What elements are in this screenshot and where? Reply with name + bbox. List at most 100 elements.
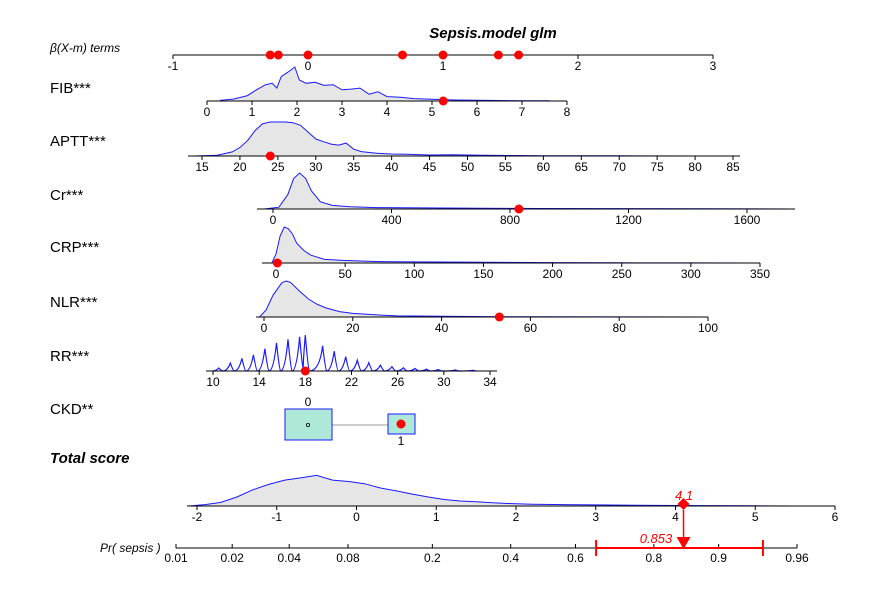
nlr-density-curve [258,280,700,318]
chart-title: Sepsis.model glm [429,25,557,42]
cr-tick-label: 0 [270,213,277,227]
probability-tick-label: 0.08 [336,551,360,565]
total-score-marker [677,498,690,510]
nlr-value-point [494,312,504,322]
crp-tick-label: 50 [338,267,352,281]
total-score-tick-label: -2 [192,510,203,524]
fib-tick-label: 3 [339,105,346,119]
beta-axis-label: β(X-m) terms [49,41,120,55]
aptt-tick-label: 85 [726,160,740,174]
beta-tick-label: 1 [440,59,447,73]
beta-term-point [398,50,407,60]
fib-density-curve [220,66,550,102]
aptt-tick-label: 80 [688,160,702,174]
ckd-value-point [396,419,406,429]
rr-tick-label: 14 [252,375,266,389]
beta-term-point [514,50,524,60]
beta-tick-label: 2 [575,59,582,73]
probability-tick-label: 0.01 [164,551,188,565]
fib-label: FIB*** [50,80,91,97]
rr-value-point [300,366,310,376]
cr-value-point [514,204,524,214]
crp-tick-label: 300 [681,267,701,281]
fib-tick-label: 8 [564,105,571,119]
total-score-tick-label: 3 [592,510,599,524]
total-score-tick-label: 4 [672,510,679,524]
probability-tick-label: 0.04 [278,551,302,565]
total-score-tick-label: 1 [433,510,440,524]
total-score-value-label: 4.1 [675,488,693,503]
nlr-tick-label: 20 [346,321,360,335]
crp-tick-label: 0 [273,267,280,281]
total-score-tick-label: 2 [513,510,520,524]
nlr-tick-label: 0 [261,321,268,335]
beta-tick-label: 0 [305,59,312,73]
crp-tick-label: 100 [404,267,424,281]
total-score-density-curve [188,474,796,507]
rr-label: RR*** [50,348,89,365]
crp-label: CRP*** [50,239,99,256]
total-score-tick-label: 6 [832,510,839,524]
probability-tick-label: 0.4 [502,551,519,565]
nlr-tick-label: 80 [613,321,627,335]
aptt-tick-label: 65 [575,160,589,174]
probability-marker [676,537,691,549]
ckd-box-0 [284,408,333,441]
aptt-tick-label: 40 [385,160,399,174]
total-score-tick-label: 5 [752,510,759,524]
beta-tick-label: 3 [710,59,717,73]
fib-tick-label: 4 [384,105,391,119]
rr-density-curve [212,334,477,372]
beta-term-point [493,50,503,60]
cr-label: Cr*** [50,187,84,204]
ckd-category-0: 0 [305,395,312,409]
aptt-tick-label: 70 [613,160,627,174]
nlr-label: NLR*** [50,294,98,311]
fib-tick-label: 2 [294,105,301,119]
fib-tick-label: 1 [249,105,256,119]
aptt-tick-label: 25 [271,160,285,174]
fib-tick-label: 6 [474,105,481,119]
beta-term-point [438,50,448,60]
fib-tick-label: 0 [204,105,211,119]
nlr-tick-label: 40 [435,321,449,335]
probability-tick-label: 0.2 [424,551,441,565]
beta-term-point [273,50,283,60]
aptt-tick-label: 15 [195,160,209,174]
aptt-tick-label: 55 [499,160,513,174]
cr-tick-label: 800 [500,213,520,227]
cr-tick-label: 1600 [734,213,761,227]
aptt-tick-label: 50 [461,160,475,174]
probability-tick-label: 0.6 [567,551,584,565]
fib-tick-label: 7 [519,105,526,119]
ckd-label: CKD** [50,401,94,418]
rr-tick-label: 34 [483,375,497,389]
aptt-tick-label: 75 [650,160,664,174]
cr-tick-label: 1200 [615,213,642,227]
crp-tick-label: 150 [473,267,493,281]
total-score-tick-label: -1 [271,510,282,524]
aptt-label: APTT*** [50,133,106,150]
crp-tick-label: 200 [543,267,563,281]
crp-density-curve [271,226,747,264]
aptt-value-point [265,151,275,161]
probability-tick-label: 0.8 [646,551,663,565]
rr-tick-label: 18 [299,375,313,389]
probability-tick-label: 0.02 [221,551,245,565]
nlr-tick-label: 100 [698,321,718,335]
beta-term-point [303,50,313,60]
cr-tick-label: 400 [381,213,401,227]
total-score-tick-label: 0 [353,510,360,524]
aptt-tick-label: 30 [309,160,323,174]
probability-tick-label: 0.96 [785,551,809,565]
aptt-density-curve [194,121,696,157]
fib-value-point [438,96,448,106]
cr-density-curve [264,172,792,210]
fib-tick-label: 5 [429,105,436,119]
aptt-tick-label: 45 [423,160,437,174]
nlr-tick-label: 60 [524,321,538,335]
beta-tick-label: -1 [168,59,179,73]
rr-tick-label: 22 [345,375,359,389]
